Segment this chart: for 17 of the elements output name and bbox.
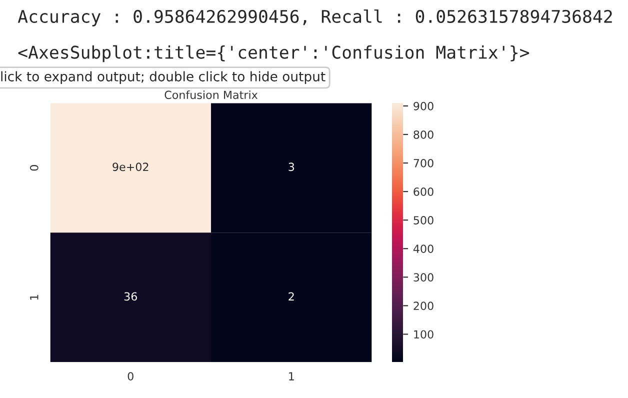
text: lick to expand output; double click to hide output <box>1 71 326 84</box>
color-bar-label: 300 <box>414 273 434 282</box>
data-label: 9e+02 <box>112 162 148 172</box>
chart-title: Confusion Matrix <box>164 90 258 100</box>
color-bar-label: 200 <box>414 302 434 310</box>
color-bar-label: 500 <box>414 216 434 224</box>
data-label: 2 <box>288 292 294 300</box>
text: <AxesSubplot:title={'center':'Confusion Matrix'}> <box>18 45 529 62</box>
color-bar-label: 900 <box>414 102 434 110</box>
data-label: 3 <box>288 162 294 172</box>
color-bar-label: 600 <box>414 188 434 196</box>
text: Accuracy : 0.95864262990456, Recall : 0.05263157894736842 <box>18 9 612 26</box>
color-bar-label: 700 <box>414 158 434 168</box>
color-bar-label: 800 <box>414 130 434 139</box>
color-bar-label: 400 <box>413 244 434 253</box>
color-bar-label: 100 <box>414 330 434 339</box>
data-label: 36 <box>124 292 137 301</box>
